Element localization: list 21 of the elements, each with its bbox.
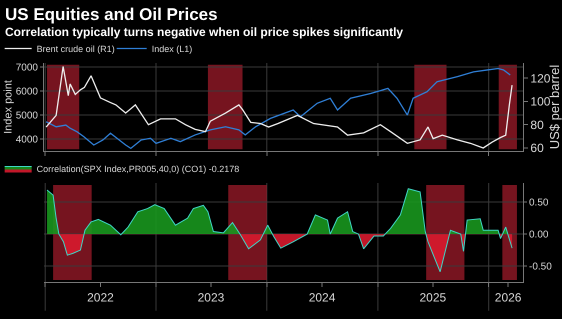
x-tick-label: 2025 [420,290,447,304]
y-tick-label: 4000 [16,134,38,146]
legend-label: Correlation(SPX Index,PR005,40,0) (CO1) -0.2178 [36,164,240,174]
y-tick-label: 0.00 [529,230,549,241]
legend-label: Index (L1) [152,44,192,54]
x-tick-label: 2026 [494,290,522,304]
y2-tick-label: 80 [530,118,544,132]
y-tick-label: 5000 [16,110,38,122]
y-tick-label: 7000 [16,62,38,74]
chart-title: US Equities and Oil Prices [5,5,218,24]
x-tick-label: 2023 [198,290,225,304]
x-tick-label: 2024 [308,290,336,304]
x-tick-label: 2022 [87,290,114,304]
chart-subtitle: Correlation typically turns negative when oil price spikes significantly [5,25,404,39]
y-tick-label: 0.50 [529,198,549,209]
y2-tick-label: 120 [530,71,551,86]
legend-label: Brent crude oil (R1) [36,44,115,54]
y-tick-label: -0.50 [529,262,552,273]
y-tick-label: 6000 [16,86,38,98]
y-axis-title: Index point [2,80,14,134]
y2-tick-label: 60 [530,141,544,156]
